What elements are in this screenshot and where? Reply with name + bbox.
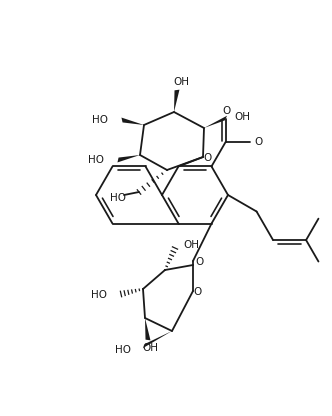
- Text: OH: OH: [173, 77, 189, 87]
- Text: HO: HO: [91, 290, 107, 300]
- Text: HO: HO: [92, 115, 108, 125]
- Text: O: O: [195, 257, 203, 267]
- Text: O: O: [194, 287, 202, 297]
- Polygon shape: [143, 331, 172, 348]
- Text: HO: HO: [88, 155, 104, 165]
- Polygon shape: [122, 118, 144, 125]
- Text: O: O: [204, 153, 212, 163]
- Text: O: O: [254, 137, 263, 147]
- Text: OH: OH: [234, 112, 250, 122]
- Polygon shape: [145, 318, 150, 340]
- Polygon shape: [204, 116, 227, 128]
- Text: O: O: [222, 106, 231, 116]
- Text: HO: HO: [115, 345, 131, 355]
- Polygon shape: [174, 90, 180, 112]
- Polygon shape: [118, 155, 140, 162]
- Text: OH: OH: [142, 343, 158, 353]
- Text: HO: HO: [110, 193, 126, 203]
- Text: OH: OH: [183, 240, 199, 250]
